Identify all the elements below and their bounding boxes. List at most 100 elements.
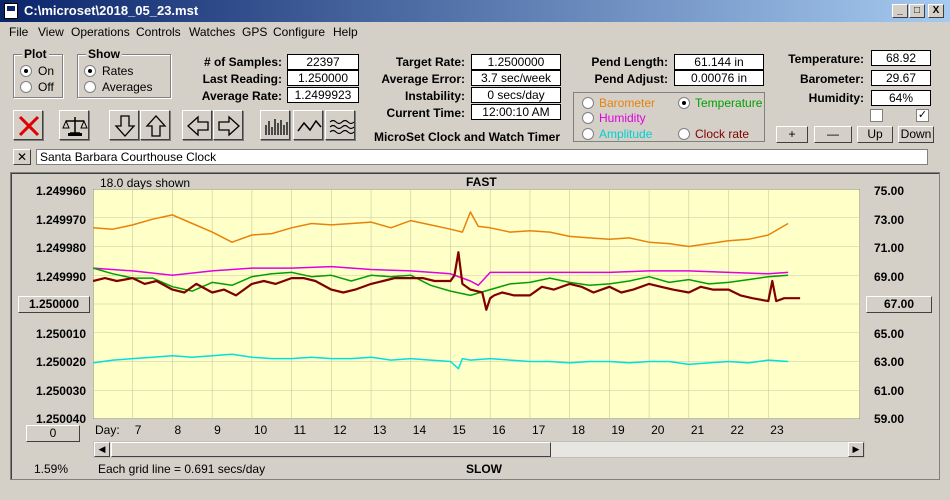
temperature-radio[interactable]: [678, 97, 690, 109]
wave-icon: [329, 119, 355, 135]
grid-note: Each grid line = 0.691 secs/day: [98, 462, 266, 476]
x-axis-tick: 11: [293, 423, 307, 437]
arrow-up-button[interactable]: [140, 110, 170, 140]
minimize-button[interactable]: _: [892, 4, 908, 18]
x-axis-tick: 8: [174, 423, 182, 437]
arrow-right-button[interactable]: [213, 110, 243, 140]
pend-length-field[interactable]: 61.144 in: [674, 54, 764, 70]
humidity-radio[interactable]: [582, 112, 594, 124]
balance-button[interactable]: [59, 110, 89, 140]
plot-group: Plot On Off: [13, 47, 63, 98]
right-axis-tick: 71.00: [874, 241, 905, 255]
scroll-left-arrow[interactable]: ◀: [94, 442, 110, 457]
average-error-label: Average Error:: [381, 72, 465, 86]
amplitude-legend-label: Amplitude: [599, 127, 653, 141]
percent-label: 1.59%: [34, 462, 69, 476]
pend-adjust-label: Pend Adjust:: [594, 72, 668, 86]
arrow-down-button[interactable]: [109, 110, 139, 140]
amplitude-radio[interactable]: [582, 128, 594, 140]
humidity-field: 64%: [871, 90, 931, 106]
close-button[interactable]: X: [928, 4, 944, 18]
left-axis-tick: 1.250020: [35, 355, 86, 369]
plot-on-radio[interactable]: [20, 65, 32, 77]
minus-button[interactable]: —: [814, 126, 852, 143]
pend-length-label: Pend Length:: [591, 55, 668, 69]
right-axis-tick: 69.00: [874, 270, 905, 284]
temperature-series-line: [92, 267, 789, 297]
down-button[interactable]: Down: [898, 126, 934, 143]
scroll-thumb[interactable]: [111, 442, 551, 457]
target-rate-label: Target Rate:: [395, 55, 465, 69]
menu-gps[interactable]: GPS: [242, 25, 268, 39]
average-rate-label: Average Rate:: [201, 89, 282, 103]
plot-off-radio[interactable]: [20, 81, 32, 93]
checkbox-1[interactable]: [870, 109, 883, 122]
chart-panel: [10, 172, 940, 480]
arrow-up-icon: [145, 115, 167, 137]
app-icon: [4, 3, 18, 19]
wave-view-button[interactable]: [325, 110, 355, 140]
show-rates-radio[interactable]: [84, 65, 96, 77]
menu-view[interactable]: View: [38, 25, 64, 39]
show-group-title: Show: [86, 47, 122, 61]
clock-name-field[interactable]: Santa Barbara Courthouse Clock: [36, 149, 928, 165]
right-axis-tick: 59.00: [874, 412, 905, 426]
show-averages-label: Averages: [102, 80, 153, 94]
plot-group-title: Plot: [22, 47, 49, 61]
humidity-legend-label: Humidity: [599, 111, 646, 125]
x-axis-tick: 10: [253, 423, 268, 437]
up-button[interactable]: Up: [857, 126, 893, 143]
right-axis-tick: 75.00: [874, 184, 905, 198]
bars-view-button[interactable]: [260, 110, 290, 140]
menu-configure[interactable]: Configure: [273, 25, 326, 39]
target-rate-field[interactable]: 1.2500000: [471, 54, 561, 70]
menu-help[interactable]: Help: [333, 25, 358, 39]
red-x-icon: [18, 115, 40, 137]
current-time-field: 12:00:10 AM: [471, 104, 561, 120]
x-axis-tick: 20: [651, 423, 665, 437]
clear-clock-button[interactable]: ✕: [13, 149, 31, 165]
average-error-field: 3.7 sec/week: [471, 70, 561, 86]
arrow-left-button[interactable]: [182, 110, 212, 140]
menu-bar: File View Operations Controls Watches GP…: [0, 22, 950, 41]
left-axis-tick: 1.249960: [35, 184, 86, 198]
time-scrollbar[interactable]: ◀ ▶: [93, 441, 865, 458]
scroll-right-arrow[interactable]: ▶: [848, 442, 864, 457]
menu-watches[interactable]: Watches: [189, 25, 236, 39]
left-axis-tick: 1.249970: [35, 213, 86, 227]
instability-label: Instability:: [404, 89, 465, 103]
left-axis-tick: 1.250040: [35, 412, 86, 426]
checkbox-2[interactable]: ✓: [916, 109, 929, 122]
clock-rate-radio[interactable]: [678, 128, 690, 140]
title-bar: C:\microset\2018_05_23.mst _ □ X: [0, 0, 950, 22]
days-shown-label: 18.0 days shown: [100, 176, 191, 190]
maximize-button[interactable]: □: [909, 4, 925, 18]
barometer-field: 29.67: [871, 70, 931, 86]
x-axis-tick: 22: [730, 423, 744, 437]
current-time-label: Current Time:: [386, 106, 465, 120]
barometer-radio[interactable]: [582, 97, 594, 109]
menu-file[interactable]: File: [9, 25, 29, 39]
barometer-legend-label: Barometer: [599, 96, 656, 110]
x-axis-tick: 13: [373, 423, 387, 437]
zero-button[interactable]: 0: [26, 425, 80, 442]
plot-on-label: On: [38, 64, 55, 78]
samples-label: # of Samples:: [203, 55, 282, 69]
temperature-legend-label: Temperature: [695, 96, 763, 110]
instability-field: 0 secs/day: [471, 87, 561, 103]
stop-button[interactable]: [13, 110, 43, 140]
center-temperature-button[interactable]: 67.00: [866, 296, 932, 313]
menu-controls[interactable]: Controls: [136, 25, 181, 39]
chart-plot-area[interactable]: [92, 188, 861, 420]
menu-operations[interactable]: Operations: [71, 25, 130, 39]
left-axis-tick: 1.250010: [35, 327, 86, 341]
plus-button[interactable]: +: [776, 126, 808, 143]
window-title: C:\microset\2018_05_23.mst: [24, 3, 199, 18]
line-view-button[interactable]: [293, 110, 323, 140]
bar-graph-icon: [265, 119, 288, 135]
series-selector: Barometer Temperature Humidity Amplitude…: [573, 92, 765, 142]
center-rate-button[interactable]: 1.250000: [18, 296, 90, 313]
show-averages-radio[interactable]: [84, 81, 96, 93]
clock-rate-legend-label: Clock rate: [695, 127, 750, 141]
fast-label: FAST: [466, 175, 497, 189]
